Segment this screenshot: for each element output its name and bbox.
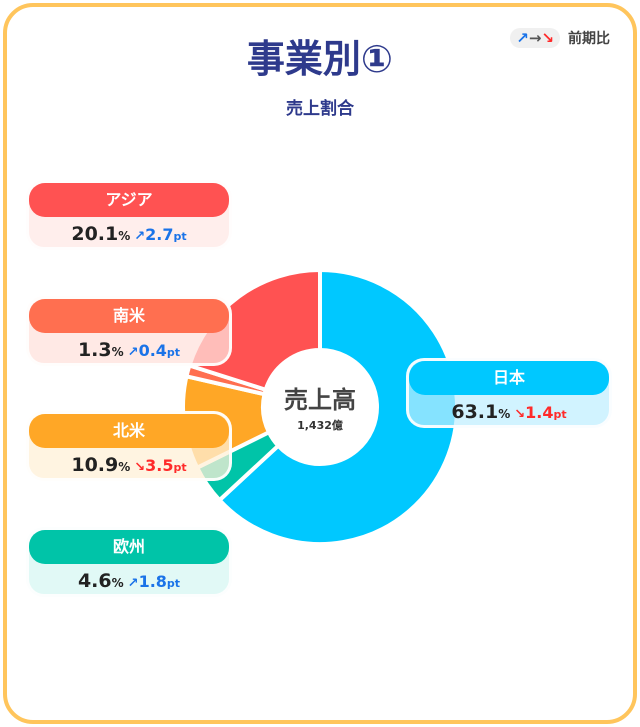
share-unit: %: [498, 407, 511, 421]
region-name: アジア: [29, 183, 229, 217]
page-subtitle: 売上割合: [286, 99, 354, 119]
change-unit: pt: [173, 461, 187, 474]
region-values: 1.3% ↗0.4pt: [29, 339, 229, 361]
region-card: 日本 63.1% ↘1.4pt: [406, 358, 612, 428]
region-card: 欧州 4.6% ↗1.8pt: [26, 527, 232, 597]
slice-0: [217, 268, 459, 546]
share-value: 63.1: [451, 401, 499, 423]
trend-down-icon: ↘: [134, 460, 146, 475]
change-value: 0.4: [138, 341, 167, 360]
share-value: 1.3: [77, 339, 112, 361]
change-value: 2.7: [145, 225, 174, 244]
region-values: 4.6% ↗1.8pt: [29, 570, 229, 592]
trend-up-icon: ↗: [134, 229, 146, 244]
share-unit: %: [118, 460, 131, 474]
center-label: 売上高: [284, 386, 356, 414]
region-name: 北米: [29, 414, 229, 448]
share-unit: %: [111, 576, 124, 590]
region-values: 10.9% ↘3.5pt: [29, 454, 229, 476]
change-value: 1.8: [138, 572, 167, 591]
change-value: 3.5: [145, 456, 174, 475]
trend-down-icon: ↘: [514, 407, 526, 422]
center-value: 1,432億: [297, 419, 343, 432]
legend-label: 前期比: [568, 31, 610, 47]
share-value: 10.9: [71, 454, 119, 476]
region-values: 63.1% ↘1.4pt: [409, 401, 609, 423]
region-card: 南米 1.3% ↗0.4pt: [26, 296, 232, 366]
region-name: 欧州: [29, 530, 229, 564]
share-unit: %: [111, 345, 124, 359]
share-value: 4.6: [77, 570, 112, 592]
share-unit: %: [118, 229, 131, 243]
page-title: 事業別①: [246, 37, 394, 81]
trend-up-icon: ↗: [127, 345, 139, 360]
legend: ↗→↘ 前期比: [510, 28, 610, 48]
region-card: 北米 10.9% ↘3.5pt: [26, 411, 232, 481]
share-value: 20.1: [71, 223, 119, 245]
change-value: 1.4: [525, 403, 554, 422]
region-name: 南米: [29, 299, 229, 333]
change-unit: pt: [166, 577, 181, 590]
change-unit: pt: [553, 408, 567, 421]
trend-up-icon: ↗: [127, 576, 139, 591]
change-unit: pt: [166, 346, 181, 359]
region-values: 20.1% ↗2.7pt: [29, 223, 229, 245]
region-name: 日本: [409, 361, 609, 395]
donut-center: 売上高 1,432億: [260, 380, 380, 433]
region-card: アジア 20.1% ↗2.7pt: [26, 180, 232, 250]
change-unit: pt: [173, 230, 187, 243]
change-arrows-icon: ↗→↘: [510, 28, 560, 48]
